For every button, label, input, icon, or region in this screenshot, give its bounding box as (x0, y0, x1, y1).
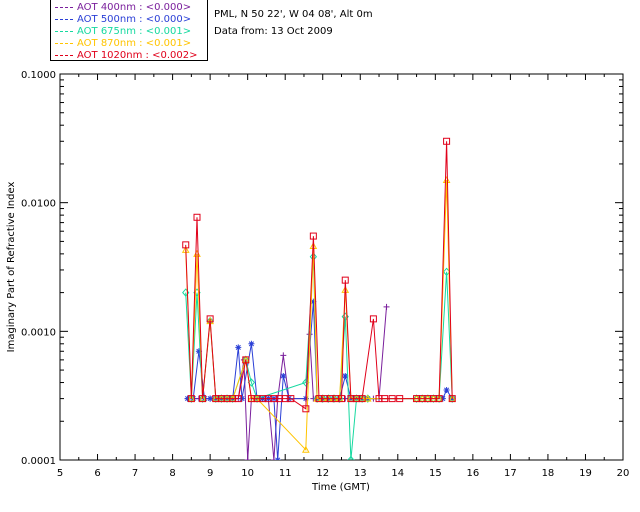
point-aot-1020nm (338, 395, 345, 403)
point-aot-500nm (184, 395, 191, 402)
y-tick-label-0.0100: 0.0100 (21, 199, 56, 210)
series-aot-675nm (182, 252, 456, 460)
x-tick-label-9: 9 (207, 468, 213, 479)
point-aot-1020nm (369, 315, 377, 323)
date-info: Data from: 13 Oct 2009 (214, 26, 333, 37)
point-aot-500nm (439, 395, 446, 402)
legend-label-400nm: AOT 400nm : <0.000> (77, 2, 192, 13)
point-aot-500nm (235, 344, 242, 351)
x-tick-label-11: 11 (279, 468, 292, 479)
point-aot-400nm (280, 352, 287, 359)
series-group (181, 137, 457, 460)
series-line-aot-870nm (185, 179, 453, 452)
x-tick-label-12: 12 (316, 468, 329, 479)
legend-item-1020nm: AOT 1020nm : <0.002> (55, 50, 197, 62)
legend-label-675nm: AOT 675nm : <0.001> (77, 26, 192, 37)
legend-swatch-1020nm (55, 54, 73, 56)
point-aot-500nm (274, 457, 281, 460)
point-aot-1020nm (309, 232, 317, 240)
y-tick-label-0.0010: 0.0010 (21, 327, 56, 338)
legend-swatch-675nm (55, 30, 73, 32)
point-aot-1020nm (182, 241, 190, 249)
point-aot-675nm (364, 394, 372, 403)
y-axis: 0.0001 0.0010 0.0100 0.1000 (21, 70, 623, 467)
series-aot-870nm (181, 175, 457, 453)
point-aot-500nm (248, 340, 255, 347)
series-aot-1020nm (182, 137, 456, 413)
point-aot-1020nm (358, 395, 366, 403)
point-aot-1020nm (234, 395, 242, 403)
point-aot-1020nm (388, 395, 396, 403)
point-aot-500nm (280, 372, 287, 379)
series-line-aot-400nm (187, 306, 387, 460)
point-aot-400nm (383, 303, 390, 310)
x-axis-label: Time (GMT) (311, 482, 370, 493)
site-info: PML, N 50 22', W 04 08', Alt 0m (214, 9, 373, 20)
x-tick-label-18: 18 (542, 468, 555, 479)
point-aot-500nm (342, 372, 349, 379)
legend-swatch-400nm (55, 6, 73, 8)
series-line-aot-675nm (185, 256, 453, 460)
point-aot-500nm (207, 395, 214, 402)
point-aot-1020nm (187, 395, 195, 403)
legend-swatch-870nm (55, 42, 73, 44)
series-aot-400nm (184, 303, 390, 460)
x-tick-label-10: 10 (241, 468, 254, 479)
point-aot-1020nm (448, 395, 456, 403)
point-aot-870nm (363, 394, 372, 402)
point-aot-1020nm (302, 405, 310, 413)
legend: AOT 400nm : <0.000> AOT 500nm : <0.000> … (50, 0, 208, 61)
legend-item-870nm: AOT 870nm : <0.001> (55, 38, 191, 50)
x-tick-label-8: 8 (169, 468, 175, 479)
point-aot-1020nm (396, 395, 404, 403)
point-aot-1020nm (435, 395, 443, 403)
series-line-aot-500nm (187, 301, 453, 460)
series-aot-500nm (184, 298, 456, 460)
x-tick-label-20: 20 (617, 468, 630, 479)
point-aot-870nm (302, 445, 310, 453)
legend-item-500nm: AOT 500nm : <0.000> (55, 14, 191, 26)
x-axis: 5 6 7 8 9 10 11 12 13 14 15 16 17 18 19 20 (57, 74, 630, 479)
x-tick-label-15: 15 (429, 468, 442, 479)
y-tick-label-0.1000: 0.1000 (21, 70, 56, 81)
point-aot-1020nm (287, 395, 295, 403)
point-aot-500nm (239, 395, 246, 402)
legend-item-400nm: AOT 400nm : <0.000> (55, 2, 191, 14)
x-tick-label-5: 5 (57, 468, 63, 479)
legend-label-870nm: AOT 870nm : <0.001> (77, 38, 192, 49)
point-aot-1020nm (341, 276, 349, 284)
point-aot-1020nm (199, 395, 207, 403)
y-axis-label: Imaginary Part of Refractive Index (6, 182, 17, 353)
point-aot-1020nm (443, 137, 451, 145)
point-aot-400nm (244, 457, 251, 460)
x-tick-label-17: 17 (504, 468, 517, 479)
point-aot-675nm (347, 455, 355, 460)
point-aot-500nm (443, 386, 450, 393)
x-tick-label-14: 14 (391, 468, 404, 479)
x-tick-label-13: 13 (354, 468, 367, 479)
legend-swatch-500nm (55, 18, 73, 20)
point-aot-1020nm (242, 356, 250, 364)
point-aot-500nm (449, 395, 456, 402)
point-aot-1020nm (193, 213, 201, 221)
x-tick-label-7: 7 (132, 468, 138, 479)
point-aot-500nm (195, 348, 202, 355)
x-tick-label-16: 16 (466, 468, 479, 479)
point-aot-675nm (247, 378, 256, 387)
legend-item-675nm: AOT 675nm : <0.001> (55, 26, 191, 38)
x-tick-label-6: 6 (94, 468, 100, 479)
series-line-aot-1020nm (185, 141, 453, 410)
y-tick-label-0.0001: 0.0001 (21, 456, 56, 467)
point-aot-400nm (270, 457, 277, 460)
point-aot-675nm (302, 378, 310, 387)
x-tick-label-19: 19 (579, 468, 592, 479)
legend-label-1020nm: AOT 1020nm : <0.002> (77, 50, 198, 61)
legend-label-500nm: AOT 500nm : <0.000> (77, 14, 192, 25)
point-aot-1020nm (381, 395, 389, 403)
point-aot-500nm (310, 298, 317, 305)
point-aot-1020nm (206, 315, 214, 323)
